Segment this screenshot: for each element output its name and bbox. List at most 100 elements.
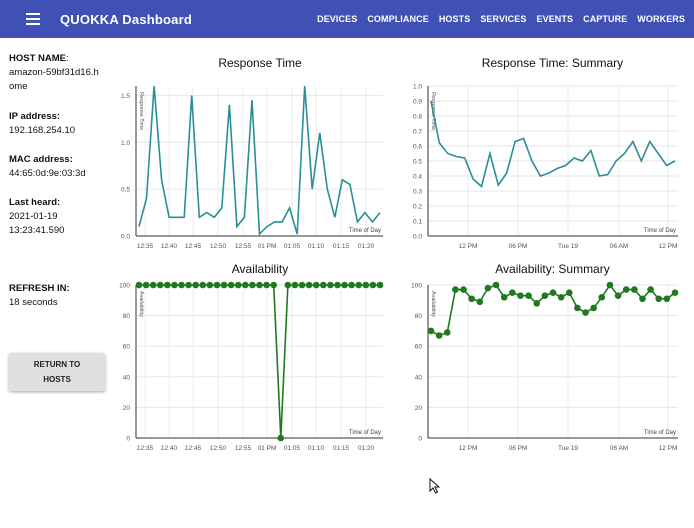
data-point [517, 292, 524, 300]
data-point [149, 281, 157, 289]
mac-value: 44:65:0d:9e:03:3d [9, 168, 86, 179]
nav-compliance[interactable]: COMPLIANCE [367, 14, 429, 24]
data-point [135, 281, 143, 289]
hamburger-menu-icon[interactable] [26, 10, 40, 28]
data-point [298, 281, 306, 289]
y-tick-label: 40 [415, 374, 423, 381]
data-point [574, 304, 581, 312]
x-tick-label: 06 PM [509, 445, 528, 452]
nav-workers[interactable]: WORKERS [637, 14, 685, 24]
y-tick-label: 1.0 [413, 84, 422, 91]
y-tick-label: 0.0 [413, 234, 422, 241]
y-tick-label: 0.3 [413, 189, 422, 196]
data-point [533, 300, 541, 307]
data-point [220, 281, 228, 289]
data-point [256, 281, 263, 289]
data-point [427, 327, 435, 335]
x-tick-label: 06 PM [509, 243, 528, 250]
last-heard-date: 2021-01-19 [9, 211, 58, 222]
data-point [199, 281, 207, 289]
data-point [557, 293, 565, 301]
y-tick-label: 60 [123, 344, 131, 351]
data-point [277, 434, 285, 442]
x-axis-label: Time of Day [349, 228, 381, 234]
x-tick-label: 12 PM [659, 445, 678, 452]
nav-hosts[interactable]: HOSTS [438, 14, 471, 24]
series-line [139, 284, 380, 439]
data-point [671, 289, 679, 296]
y-tick-label: 80 [415, 313, 423, 320]
data-point [468, 295, 475, 303]
mouse-pointer-icon [429, 478, 441, 494]
x-tick-label: 12 PM [459, 445, 478, 452]
refresh-block: REFRESH IN: 18 seconds [9, 282, 70, 310]
data-point [164, 281, 171, 289]
last-heard-time: 13:23:41.590 [9, 225, 65, 236]
nav-devices[interactable]: DEVICES [317, 14, 358, 24]
top-nav: DEVICES COMPLIANCE HOSTS SERVICES EVENTS… [312, 0, 690, 38]
x-tick-label: 12:55 [235, 243, 252, 250]
chart-title-availability-summary: Availability: Summary [495, 262, 610, 276]
data-point [598, 293, 606, 301]
x-axis-label: Time of Day [644, 430, 676, 436]
data-point [549, 289, 557, 296]
chart-title-response-summary: Response Time: Summary [481, 56, 624, 70]
data-point [484, 284, 492, 292]
y-tick-label: 20 [415, 405, 423, 412]
chart-title-availability: Availability [231, 262, 289, 276]
data-point [647, 286, 654, 293]
refresh-label: REFRESH IN: [9, 283, 70, 294]
nav-services[interactable]: SERVICES [480, 14, 527, 24]
data-point [435, 332, 443, 339]
y-tick-label: 100 [411, 283, 422, 290]
data-point [525, 292, 532, 300]
data-point [655, 295, 663, 303]
data-point [476, 298, 484, 306]
nav-capture[interactable]: CAPTURE [583, 14, 628, 24]
y-tick-label: 0.5 [121, 187, 130, 194]
x-tick-label: 12 PM [459, 243, 478, 250]
x-tick-label: 06 AM [610, 243, 628, 250]
app-title: QUOKKA Dashboard [60, 11, 193, 27]
data-point [541, 292, 549, 300]
data-point [376, 281, 384, 289]
data-point [185, 281, 192, 289]
y-tick-label: 0.9 [413, 99, 422, 106]
x-tick-label: 01:20 [358, 243, 375, 250]
data-point [249, 281, 256, 289]
data-point [312, 281, 320, 289]
nav-events[interactable]: EVENTS [536, 14, 574, 24]
availability-chart: 0 20 40 60 80 100 12:35 12:40 12:45 12:50 12:55 01 … [119, 281, 384, 452]
data-point [341, 281, 348, 289]
host-name-colon: : [66, 53, 69, 64]
availability-summary-chart: 0 20 40 60 80 100 12 PM 06 PM Tue 19 06 AM 12 PM Av… [411, 281, 679, 452]
series-line [430, 100, 676, 188]
y-tick-label: 1.0 [121, 140, 130, 147]
x-tick-label: 12:45 [185, 445, 202, 452]
x-tick-label: 12:40 [161, 445, 178, 452]
return-button-line1: RETURN TO [33, 360, 81, 369]
x-tick-label: 01:05 [284, 445, 301, 452]
data-point [263, 281, 270, 289]
x-tick-label: 01 PM [258, 445, 277, 452]
x-tick-label: 12:45 [185, 243, 202, 250]
data-point [142, 281, 150, 289]
ip-label: IP address: [9, 111, 61, 122]
return-to-hosts-button[interactable]: RETURN TO HOSTS [9, 353, 105, 391]
x-tick-label: Tue 19 [558, 243, 578, 250]
data-point [565, 289, 573, 296]
y-tick-label: 0.1 [413, 219, 422, 226]
y-axis-label: Availability [430, 291, 436, 317]
x-tick-label: 01:10 [308, 445, 325, 452]
data-point [452, 286, 459, 293]
data-point [614, 292, 622, 300]
mac-block: MAC address: 44:65:0d:9e:03:3d [9, 153, 86, 181]
data-point [509, 289, 516, 296]
response-time-summary-chart: 0.0 0.1 0.2 0.3 0.4 0.5 0.6 0.7 0.8 0.9 1.0 12 PM 06… [413, 84, 678, 250]
data-point [362, 281, 370, 289]
y-axis-label: Response Time [138, 92, 144, 130]
series-line [138, 85, 381, 236]
data-point [369, 281, 377, 289]
main-content: HOST NAME: amazon-59bf31d16.home IP addr… [0, 38, 694, 528]
x-tick-label: Tue 19 [558, 445, 578, 452]
